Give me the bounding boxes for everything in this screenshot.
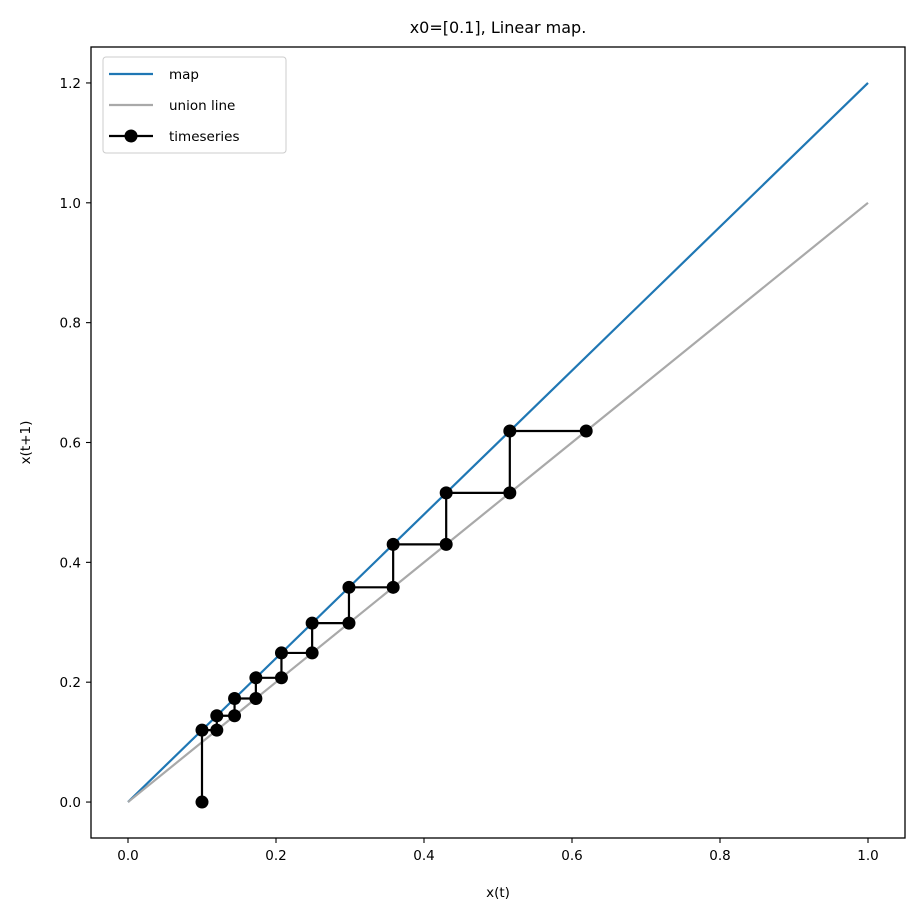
data-point <box>342 616 356 630</box>
y-tick-label: 0.8 <box>60 316 81 332</box>
legend: map union line timeseries <box>102 56 287 154</box>
legend-item: timeseries <box>109 129 239 145</box>
legend-item: map <box>109 67 199 83</box>
legend-box <box>102 56 287 154</box>
data-point <box>503 486 517 500</box>
series-line-timeseries <box>200 429 587 803</box>
legend-label: union line <box>169 98 235 114</box>
x-tick-label: 0.0 <box>117 848 138 864</box>
y-tick-label: 1.2 <box>60 76 81 92</box>
data-point <box>305 616 319 630</box>
x-tick-label: 0.6 <box>561 848 582 864</box>
legend-label: timeseries <box>169 129 239 145</box>
data-point <box>210 709 224 723</box>
y-tick-label: 0.4 <box>60 555 81 571</box>
plot-area <box>127 82 869 809</box>
x-axis: 0.0 0.2 0.4 0.6 0.8 1.0 <box>117 838 879 864</box>
legend-label: map <box>169 67 199 83</box>
data-point <box>249 692 263 705</box>
data-point <box>342 580 356 594</box>
data-point <box>439 486 453 500</box>
data-point <box>386 537 400 551</box>
data-point <box>195 723 209 737</box>
data-point <box>210 723 224 737</box>
data-point <box>274 671 288 685</box>
data-point <box>228 709 242 723</box>
y-axis: 0.0 0.2 0.4 0.6 0.8 1.0 1.2 <box>60 76 91 811</box>
x-tick-label: 0.2 <box>265 848 286 864</box>
x-tick-label: 0.8 <box>709 848 730 864</box>
data-point <box>249 671 263 685</box>
y-tick-label: 0.6 <box>60 436 81 452</box>
data-point <box>195 795 209 809</box>
data-point <box>503 424 517 438</box>
x-tick-label: 0.4 <box>413 848 434 864</box>
data-point <box>579 424 593 438</box>
x-tick-label: 1.0 <box>857 848 878 864</box>
y-tick-label: 1.0 <box>60 196 81 212</box>
data-point <box>274 646 288 660</box>
data-point <box>439 537 453 551</box>
data-point <box>386 580 400 594</box>
chart-title: x0=[0.1], Linear map. <box>410 18 587 37</box>
data-point <box>305 646 319 660</box>
y-tick-label: 0.0 <box>60 795 81 811</box>
y-tick-label: 0.2 <box>60 675 81 691</box>
y-axis-label: x(t+1) <box>18 421 34 465</box>
legend-marker <box>124 129 138 143</box>
data-point <box>228 692 242 705</box>
legend-item: union line <box>109 98 235 114</box>
x-axis-label: x(t) <box>486 885 510 901</box>
